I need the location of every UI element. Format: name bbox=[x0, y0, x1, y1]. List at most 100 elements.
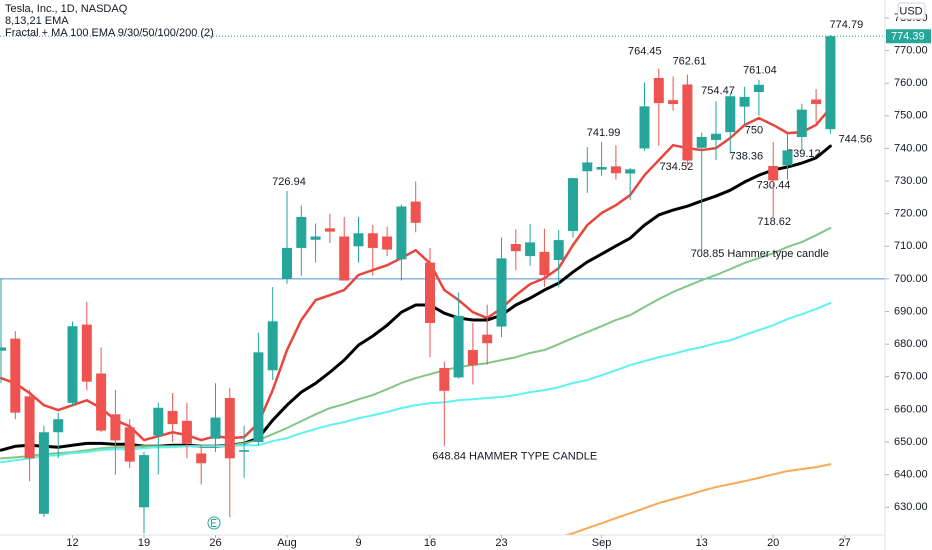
fractal-label: 762.61 bbox=[673, 56, 707, 68]
fractal-label: 738.36 bbox=[729, 151, 763, 163]
candle-body bbox=[539, 251, 550, 276]
candle-body bbox=[796, 109, 807, 138]
fractal-label: 741.99 bbox=[587, 127, 621, 139]
fractal-label: 734.52 bbox=[660, 161, 694, 173]
candle-body bbox=[38, 432, 49, 514]
candle-body bbox=[811, 99, 822, 105]
candle-body bbox=[782, 150, 793, 166]
candle-body bbox=[610, 166, 621, 174]
x-tick-label: 27 bbox=[839, 537, 851, 549]
x-tick-label: Sep bbox=[592, 537, 612, 549]
candle-body bbox=[67, 326, 78, 403]
candle-body bbox=[639, 106, 650, 149]
last-price-label: 774.39 bbox=[891, 31, 925, 43]
indicator-label: 8,13,21 EMA bbox=[5, 15, 69, 27]
candle-body bbox=[768, 166, 779, 181]
candle-body bbox=[353, 233, 364, 247]
moving-average-line bbox=[563, 463, 832, 535]
candle-body bbox=[282, 247, 292, 279]
candle-body bbox=[696, 137, 707, 148]
x-tick-label: 26 bbox=[209, 537, 221, 549]
earnings-marker[interactable] bbox=[207, 516, 221, 530]
fractal-label: 754.47 bbox=[701, 85, 735, 97]
candle-body bbox=[439, 367, 450, 391]
candle-body bbox=[453, 315, 464, 378]
plot-area: 726.94 774.79 764.45 762.61 741.99 754.47 761.… bbox=[0, 19, 885, 535]
y-tick-label: 700.00 bbox=[894, 273, 928, 285]
x-tick-label: 19 bbox=[138, 537, 150, 549]
y-tick-label: 670.00 bbox=[894, 371, 928, 383]
candle-body bbox=[196, 453, 207, 464]
candle-body bbox=[496, 258, 507, 327]
y-tick-label: 730.00 bbox=[894, 175, 928, 187]
y-tick-label: 630.00 bbox=[894, 501, 928, 513]
candle-body bbox=[210, 417, 221, 439]
indicator-label: Fractal + MA 100 EMA 9/30/50/100/200 (2) bbox=[5, 27, 214, 39]
candle-body bbox=[167, 411, 178, 425]
candle-body bbox=[10, 338, 21, 413]
candle-body bbox=[753, 84, 764, 92]
symbol-title: Tesla, Inc., 1D, NASDAQ bbox=[5, 3, 128, 15]
y-tick-label: 760.00 bbox=[894, 77, 928, 89]
fractal-label: 718.62 bbox=[757, 216, 791, 228]
candle-body bbox=[267, 321, 278, 371]
candle-body bbox=[568, 178, 578, 231]
currency-label[interactable]: USD bbox=[899, 5, 922, 17]
currency-box[interactable] bbox=[897, 2, 926, 20]
candle-body bbox=[382, 236, 393, 250]
x-tick-label: 20 bbox=[767, 537, 779, 549]
candle-body bbox=[725, 96, 736, 133]
y-tick-label: 710.00 bbox=[894, 240, 928, 252]
candle-body bbox=[53, 419, 64, 433]
fractal-label: 726.94 bbox=[272, 176, 306, 188]
annotation: 708.85 Hammer type candle bbox=[691, 248, 829, 260]
x-tick-label: 16 bbox=[424, 537, 436, 549]
fractal-label: 750 bbox=[745, 125, 763, 137]
candle-body bbox=[239, 450, 250, 452]
x-tick-label: 12 bbox=[66, 537, 78, 549]
candle-body bbox=[324, 228, 335, 232]
y-tick-label: 690.00 bbox=[894, 305, 928, 317]
y-tick-label: 640.00 bbox=[894, 469, 928, 481]
candle-body bbox=[467, 350, 478, 366]
candle-body bbox=[124, 427, 135, 462]
candle-body bbox=[596, 167, 607, 170]
candle-body bbox=[310, 236, 321, 240]
candle-body bbox=[668, 100, 679, 105]
y-tick-label: 660.00 bbox=[894, 403, 928, 415]
candle-body bbox=[625, 169, 636, 174]
candle-body bbox=[739, 96, 750, 107]
candle-body bbox=[139, 455, 149, 508]
candle-body bbox=[653, 77, 664, 104]
candle-body bbox=[825, 36, 836, 130]
y-tick-label: 680.00 bbox=[894, 338, 928, 350]
candle-body bbox=[425, 262, 435, 323]
axes: 630.00 640.00 650.00 660.00 670.00 680.00 690.… bbox=[66, 12, 931, 549]
annotation: 648.84 HAMMER TYPE CANDLE bbox=[432, 451, 597, 463]
candle-body bbox=[339, 236, 350, 281]
candle-body bbox=[410, 201, 421, 223]
fractal-label: 739.12 bbox=[787, 148, 821, 160]
candle-body bbox=[711, 133, 721, 140]
y-tick-label: 720.00 bbox=[894, 208, 928, 220]
x-tick-label: 23 bbox=[495, 537, 507, 549]
fractal-label: 761.04 bbox=[743, 65, 777, 77]
candle-body bbox=[367, 233, 378, 248]
fractal-label: 764.45 bbox=[628, 46, 662, 58]
candle-body bbox=[153, 407, 164, 436]
candle-body bbox=[253, 352, 264, 443]
candle-body bbox=[224, 397, 235, 459]
candle-body bbox=[582, 162, 593, 172]
candle-body bbox=[296, 216, 307, 248]
candle-body bbox=[396, 206, 407, 260]
candle-body bbox=[525, 242, 536, 257]
y-tick-label: 750.00 bbox=[894, 110, 928, 122]
candle-body bbox=[81, 324, 92, 382]
fractal-label: 774.79 bbox=[830, 19, 864, 31]
x-tick-label: Aug bbox=[277, 537, 297, 549]
moving-average-line bbox=[0, 227, 832, 460]
candle-body bbox=[96, 373, 107, 431]
y-tick-label: 650.00 bbox=[894, 436, 928, 448]
